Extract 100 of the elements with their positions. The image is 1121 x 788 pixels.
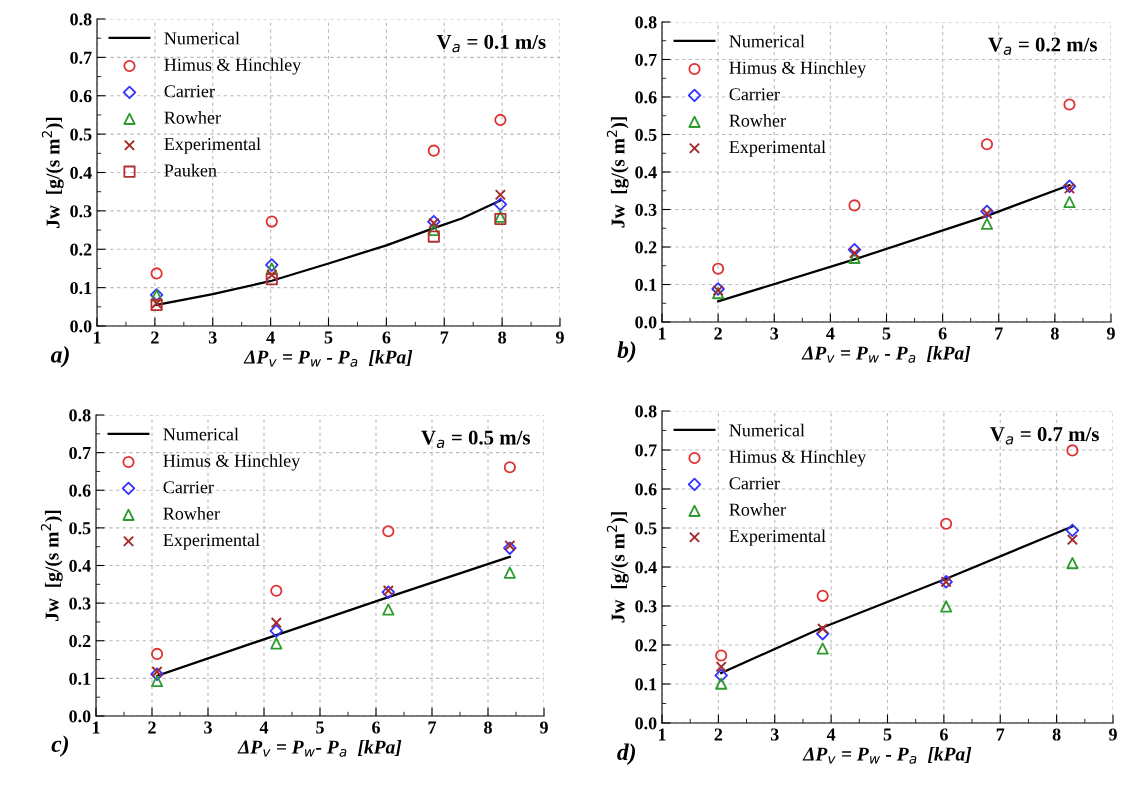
- x-tick-label: 9: [539, 721, 548, 734]
- legend-label: Rowher: [163, 507, 220, 520]
- y-tick-label: 0.1: [635, 678, 657, 691]
- legend-label: Rowher: [729, 503, 786, 516]
- y-axis-title: Jw [g/(s m$^{2}$)]: [41, 117, 64, 228]
- legend-label: Numerical: [164, 31, 240, 45]
- x-tick-label: 5: [316, 721, 324, 734]
- y-tick-label: 0.1: [635, 278, 657, 292]
- x-tick-label: 3: [770, 327, 779, 340]
- x-tick-label: 7: [995, 327, 1003, 340]
- x-axis-title: ΔP$_{v}$ = P$_{w}$- P$_{a}$ [kPa]: [237, 739, 402, 757]
- x-axis-title: ΔP$_{v}$ = P$_{w}$ - P$_{a}$ [kPa]: [801, 345, 971, 363]
- y-axis-title: Jw [g/(s m$^{2}$)]: [40, 510, 63, 621]
- annotation: V$_{a}$ = 0.1 m/s: [436, 34, 546, 53]
- x-tick-label: 2: [714, 728, 723, 741]
- y-tick-label: 0.5: [635, 128, 657, 142]
- legend-label: Carrier: [163, 481, 214, 494]
- x-axis-title: ΔP$_{v}$ = P$_{w}$ - P$_{a}$ [kPa]: [243, 349, 413, 367]
- x-tick-label: 7: [440, 331, 449, 344]
- x-tick-label: 2: [714, 327, 722, 340]
- x-axis-title: ΔP$_{v}$ = P$_{w}$ - P$_{a}$ [kPa]: [802, 746, 972, 764]
- text: a): [50, 345, 69, 368]
- legend-label: Himus & Hinchley: [164, 58, 302, 75]
- annotation: V$_{a}$ = 0.5 m/s: [421, 430, 531, 449]
- x-tick-label: 9: [1108, 728, 1117, 741]
- text: d): [617, 743, 636, 765]
- x-tick-label: 8: [484, 721, 492, 734]
- y-tick-label: 0.3: [70, 205, 92, 218]
- legend-label: Himus & Hinchley: [729, 450, 867, 467]
- x-tick-label: 2: [148, 721, 156, 734]
- x-tick-label: 1: [92, 721, 100, 734]
- legend-label: Experimental: [729, 140, 826, 157]
- x-tick-label: 6: [382, 331, 391, 344]
- y-tick-label: 0.8: [635, 405, 657, 418]
- legend-label: Carrier: [729, 88, 780, 101]
- legend-label: Experimental: [729, 529, 826, 546]
- x-tick-label: 9: [1106, 327, 1115, 340]
- y-tick-label: 0.8: [69, 409, 91, 422]
- x-tick-label: 4: [266, 331, 275, 344]
- annotation: V$_{a}$ = 0.7 m/s: [990, 427, 1099, 445]
- x-tick-label: 4: [259, 721, 269, 734]
- text: b): [617, 341, 636, 363]
- x-tick-label: 3: [204, 721, 212, 734]
- y-tick-label: 0.8: [70, 13, 92, 26]
- y-tick-label: 0.7: [69, 446, 91, 460]
- x-tick-label: 6: [372, 721, 380, 734]
- y-tick-label: 0.2: [635, 639, 657, 652]
- legend-label: Rowher: [164, 111, 221, 124]
- y-tick-label: 0.7: [635, 53, 657, 67]
- legend-label: Carrier: [164, 85, 215, 98]
- y-tick-label: 0.2: [70, 243, 92, 256]
- x-tick-label: 5: [324, 331, 333, 344]
- y-tick-label: 0.7: [635, 444, 657, 457]
- x-tick-label: 1: [658, 728, 666, 741]
- y-tick-label: 0.4: [635, 166, 657, 179]
- x-tick-label: 4: [826, 728, 836, 741]
- y-tick-label: 0.6: [635, 483, 657, 496]
- y-tick-label: 0.6: [70, 90, 92, 103]
- y-tick-label: 0.3: [635, 203, 657, 217]
- y-axis-title: Jw [g/(s m$^{2}$)]: [606, 117, 629, 228]
- x-tick-label: 3: [770, 728, 779, 741]
- legend-label: Himus & Hinchley: [163, 454, 301, 471]
- legend-label: Pauken: [164, 163, 217, 177]
- y-tick-label: 0.0: [635, 316, 657, 329]
- x-tick-label: 3: [208, 331, 217, 344]
- x-tick-label: 5: [883, 728, 892, 741]
- x-tick-label: 2: [151, 331, 159, 344]
- y-tick-label: 0.4: [69, 559, 91, 573]
- y-tick-label: 0.2: [69, 635, 91, 648]
- legend-label: Numerical: [729, 423, 805, 437]
- y-tick-label: 0.2: [635, 241, 657, 254]
- y-tick-label: 0.6: [69, 484, 91, 497]
- x-tick-label: 9: [555, 331, 564, 344]
- legend-label: Numerical: [163, 427, 239, 441]
- x-tick-label: 8: [1050, 327, 1059, 340]
- x-tick-label: 6: [938, 327, 947, 340]
- y-tick-label: 0.4: [70, 166, 92, 180]
- y-tick-label: 0.5: [70, 128, 92, 141]
- y-axis-title: Jw [g/(s m$^{2}$)]: [606, 512, 629, 623]
- y-tick-label: 0.5: [69, 522, 91, 535]
- y-tick-label: 0.4: [635, 561, 657, 574]
- x-tick-label: 6: [939, 728, 948, 741]
- x-tick-label: 8: [1052, 728, 1061, 741]
- x-tick-label: 4: [826, 327, 835, 340]
- y-tick-label: 0.5: [635, 522, 657, 535]
- y-tick-label: 0.8: [635, 16, 657, 29]
- y-tick-label: 0.1: [69, 672, 91, 685]
- y-tick-label: 0.3: [635, 600, 657, 613]
- text: c): [51, 735, 69, 757]
- y-tick-label: 0.1: [70, 281, 92, 295]
- annotation: V$_{a}$ = 0.2 m/s: [988, 37, 1097, 55]
- x-tick-label: 7: [428, 721, 437, 734]
- x-tick-label: 5: [882, 327, 891, 340]
- legend-label: Experimental: [163, 533, 260, 550]
- legend-label: Numerical: [729, 34, 805, 48]
- legend-label: Himus & Hinchley: [729, 61, 867, 78]
- x-tick-label: 7: [996, 728, 1005, 741]
- y-tick-label: 0.3: [69, 597, 91, 610]
- legend-label: Carrier: [729, 477, 780, 490]
- x-tick-label: 8: [498, 331, 507, 344]
